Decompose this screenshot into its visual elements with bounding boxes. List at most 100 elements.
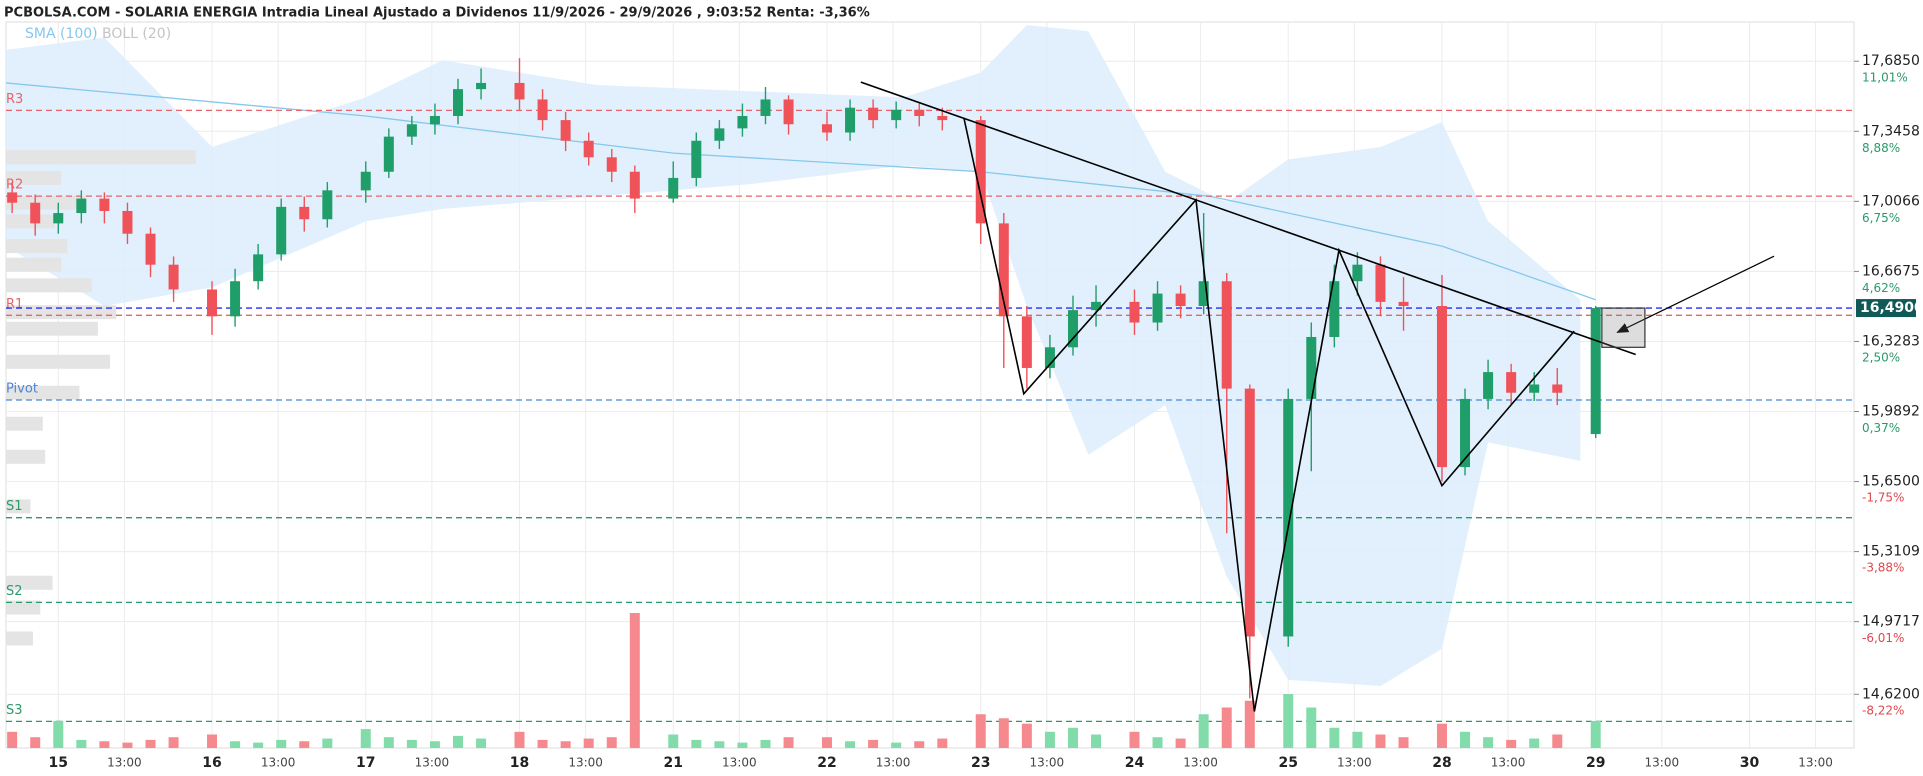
candle-body [1483, 372, 1494, 399]
y2-tick-label: 0,37% [1862, 421, 1900, 435]
volume-bar [560, 741, 571, 748]
volume-bar [168, 737, 179, 748]
volume-profile-bar [6, 278, 92, 293]
volume-bar [360, 729, 371, 748]
x-tick-label: 21 [664, 755, 683, 771]
volume-bar [1244, 700, 1255, 748]
candle-body [1067, 310, 1078, 348]
candle-body [7, 192, 18, 203]
candle-body [1044, 347, 1055, 368]
x-tick-label: 13:00 [1645, 756, 1680, 770]
candle-body [845, 107, 856, 133]
volume-bar [476, 738, 487, 748]
candle-body [1021, 316, 1032, 368]
x-tick-label: 13:00 [261, 756, 296, 770]
y2-tick-label: 2,50% [1862, 351, 1900, 365]
candle-body [691, 140, 702, 178]
x-tick-label: 13:00 [1030, 756, 1065, 770]
candle-body [537, 99, 548, 121]
x-tick-label: 17 [356, 755, 375, 771]
volume-bar [1590, 721, 1601, 748]
volume-bar [322, 738, 333, 748]
volume-bar [1175, 738, 1186, 748]
y-tick-label: 16,3283 [1862, 333, 1920, 349]
candle-body [406, 124, 417, 137]
candle-body [1329, 281, 1340, 337]
volume-bar [453, 735, 464, 748]
volume-bar [937, 738, 948, 748]
candle-body [122, 210, 133, 234]
volume-profile-bar [6, 170, 62, 185]
volume-profile-bar [6, 449, 46, 464]
candle-body [76, 198, 87, 214]
x-tick-label: 28 [1432, 755, 1451, 771]
y2-tick-label: -1,75% [1862, 491, 1904, 505]
volume-bar [1529, 738, 1540, 748]
x-tick-label: 18 [510, 755, 529, 771]
candle-body [937, 115, 948, 121]
volume-bar [606, 737, 617, 748]
volume-bar [207, 734, 218, 748]
candle-body [629, 171, 640, 199]
y-tick-label: 17,0066 [1862, 193, 1920, 209]
volume-bar [99, 741, 110, 748]
pivot-label: S2 [6, 584, 23, 599]
last-price-box [1856, 299, 1916, 318]
x-tick-label: 13:00 [568, 756, 603, 770]
candle-body [1590, 308, 1601, 435]
candle-body [453, 89, 464, 116]
candle-body [821, 124, 832, 133]
y-tick-label: 16,6675 [1862, 263, 1920, 279]
drawing-arrow [1616, 255, 1775, 333]
volume-bar [276, 739, 287, 748]
candle-body [1552, 384, 1563, 393]
volume-bar [1021, 723, 1032, 748]
candle-body [360, 171, 371, 191]
volume-bar [668, 734, 679, 748]
candle-body [1306, 336, 1317, 399]
candle-body [476, 82, 487, 90]
y-tick-label: 15,9892 [1862, 403, 1920, 419]
y2-tick-label: 8,88% [1862, 141, 1900, 155]
volume-bar [1198, 714, 1209, 748]
x-tick-label: 16 [202, 755, 221, 771]
volume-profile-bar [6, 575, 53, 590]
volume-bar [537, 739, 548, 748]
pivot-label: R2 [6, 178, 23, 193]
candle-body [1375, 264, 1386, 302]
volume-bar [1352, 731, 1363, 748]
candle-body [168, 264, 179, 290]
candle-body [99, 198, 110, 211]
y-tick-label: 15,6500 [1862, 474, 1920, 490]
volume-bar [583, 738, 594, 748]
volume-bar [383, 737, 394, 748]
candle-body [914, 109, 925, 116]
volume-bar [406, 739, 417, 748]
volume-bar [1044, 731, 1055, 748]
x-tick-label: 13:00 [876, 756, 911, 770]
volume-bar [299, 741, 310, 748]
x-tick-label: 13:00 [1337, 756, 1372, 770]
x-tick-label: 25 [1278, 755, 1297, 771]
volume-bar [253, 742, 264, 748]
y-tick-label: 14,6200 [1862, 686, 1920, 702]
x-tick-label: 13:00 [1798, 756, 1833, 770]
candle-body [760, 99, 771, 116]
candle-body [53, 213, 64, 224]
volume-bar [629, 613, 640, 748]
y-tick-label: 14,9717 [1862, 614, 1920, 630]
volume-bar [76, 739, 87, 748]
volume-bar [1221, 707, 1232, 748]
y2-tick-label: 6,75% [1862, 211, 1900, 225]
volume-bar [714, 741, 725, 748]
pivot-label: R1 [6, 297, 23, 312]
candle-body [1529, 384, 1540, 393]
volume-profile-bar [6, 600, 41, 615]
volume-bar [1306, 707, 1317, 748]
volume-profile-bar [6, 257, 62, 272]
volume-bar [230, 741, 241, 748]
candle-body [230, 281, 241, 317]
candle-body [606, 157, 617, 172]
candle-body [975, 120, 986, 224]
